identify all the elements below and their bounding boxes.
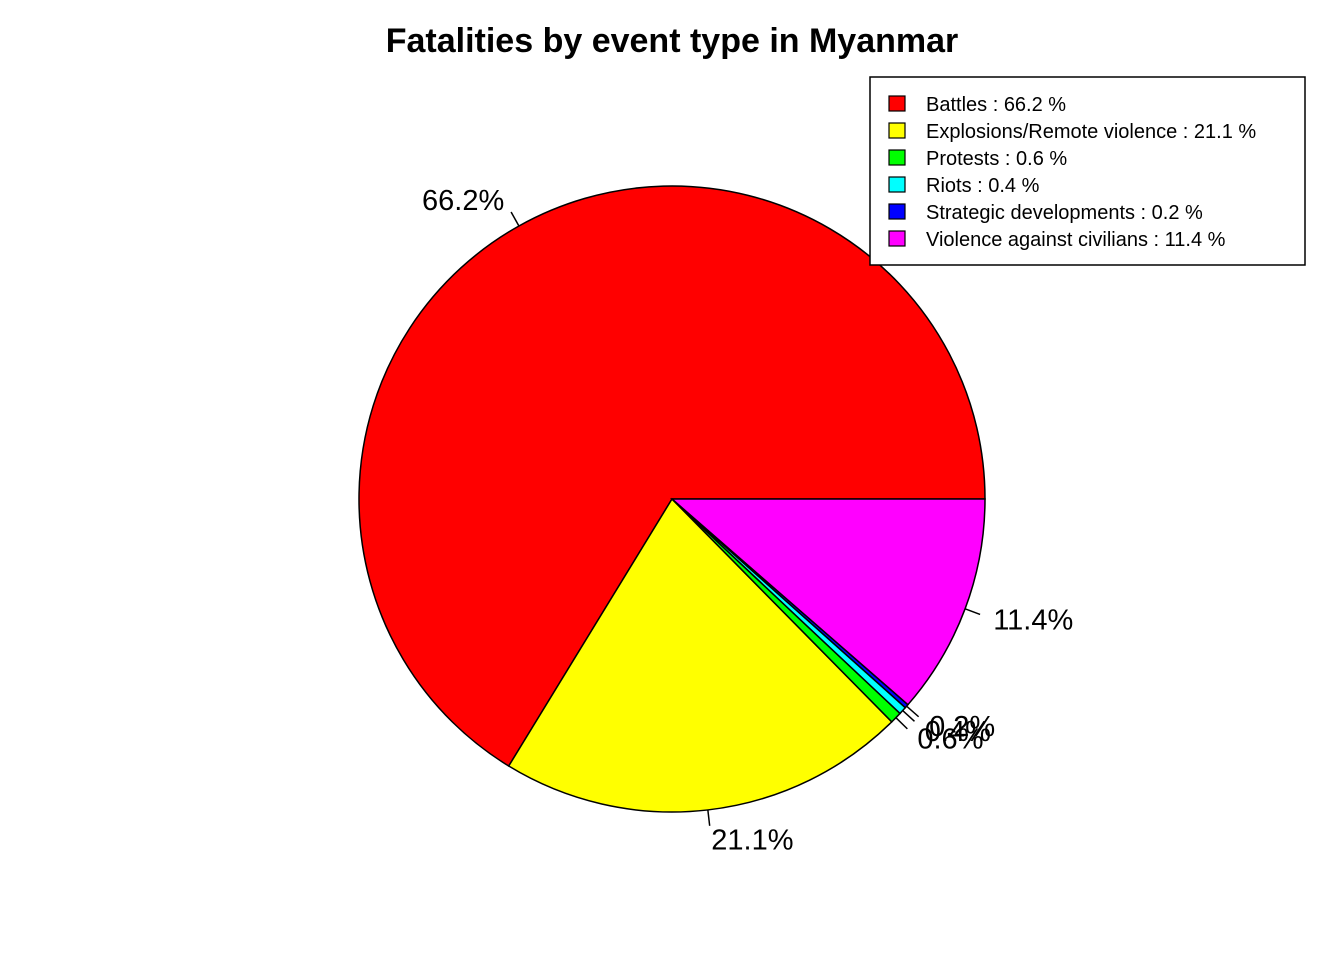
- legend-entry: Riots : 0.4 %: [926, 175, 1040, 197]
- legend-swatch: [888, 95, 906, 112]
- slice-label: 0.6%: [917, 724, 983, 756]
- slice-label: 0.4%: [925, 716, 991, 748]
- legend-swatch: [888, 176, 906, 193]
- slice-label: 21.1%: [711, 825, 793, 857]
- slice-label: 0.2%: [929, 711, 995, 743]
- legend-entry: Battles : 66.2 %: [926, 94, 1066, 116]
- legend-swatch: [888, 230, 906, 247]
- legend-entry: Strategic developments : 0.2 %: [926, 202, 1203, 224]
- legend-entry: Explosions/Remote violence : 21.1 %: [926, 121, 1256, 143]
- legend-entry: Violence against civilians : 11.4 %: [926, 229, 1226, 251]
- slice-label-tick: [902, 709, 915, 722]
- chart-title: Fatalities by event type in Myanmar: [386, 22, 959, 60]
- slice-label-tick: [964, 608, 981, 616]
- pie-slices: [358, 185, 986, 813]
- pie-slice-explosions-remote-violence: [507, 497, 893, 813]
- legend-swatch: [888, 149, 906, 166]
- pie-slice-battles: [358, 185, 986, 768]
- legend-box: [869, 76, 1306, 266]
- legend-entry: Protests : 0.6 %: [926, 148, 1067, 170]
- pie-slice-labels: 66.2% 21.1% 0.6%0.4%0.2% 11.4%: [422, 185, 1073, 857]
- slice-label: 11.4%: [993, 604, 1073, 636]
- legend: Battles : 66.2 % Explosions/Remote violen…: [869, 76, 1306, 266]
- legend-swatch: [888, 203, 906, 220]
- slice-label-tick: [510, 211, 520, 227]
- slice-label-tick: [895, 717, 908, 730]
- legend-swatch: [888, 122, 906, 139]
- slice-label: 66.2%: [422, 185, 504, 217]
- slice-label-tick: [707, 809, 711, 826]
- slice-label-tick: [906, 705, 920, 718]
